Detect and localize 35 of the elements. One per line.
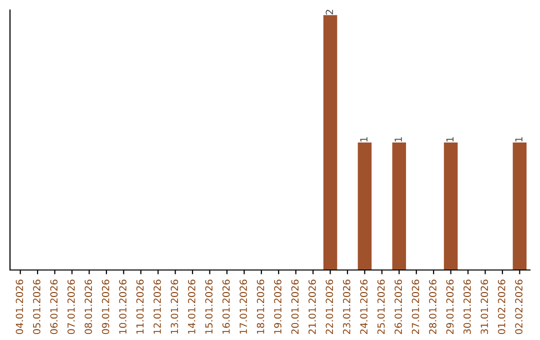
x-tick-label: 01.02.2026: [498, 280, 506, 334]
x-tick-label: 16.01.2026: [222, 280, 230, 334]
x-tick-label: 02.02.2026: [515, 280, 522, 334]
x-tick-label: 14.01.2026: [188, 280, 196, 334]
data-label: 1: [515, 137, 522, 142]
x-tick-label: 26.01.2026: [394, 280, 402, 334]
data-label: 1: [394, 137, 402, 142]
x-tick-label: 10.01.2026: [119, 280, 126, 334]
data-label: 1: [446, 137, 454, 142]
x-tick-label: 25.01.2026: [377, 280, 385, 334]
x-tick-label: 22.01.2026: [326, 280, 334, 334]
x-tick-label: 17.01.2026: [240, 280, 247, 334]
x-tick-label: 28.01.2026: [429, 280, 436, 334]
x-tick-label: 29.01.2026: [446, 280, 454, 334]
x-tick-label: 19.01.2026: [274, 280, 282, 334]
x-tick-label: 15.01.2026: [205, 280, 213, 334]
x-tick-label: 21.01.2026: [308, 280, 316, 334]
x-tick-label: 11.01.2026: [136, 280, 144, 334]
x-tick-label: 09.01.2026: [102, 280, 110, 334]
data-label: 2: [326, 10, 333, 14]
x-tick-label: 24.01.2026: [360, 280, 368, 334]
x-tick-label: 31.01.2026: [480, 280, 488, 334]
x-tick-label: 04.01.2026: [16, 280, 24, 334]
x-tick-label: 08.01.2026: [84, 280, 92, 334]
x-tick-label: 05.01.2026: [33, 280, 40, 334]
x-tick-label: 27.01.2026: [412, 280, 420, 334]
x-tick-label: 13.01.2026: [170, 280, 178, 334]
x-tick-label: 06.01.2026: [50, 280, 58, 334]
x-tick-label: 07.01.2026: [67, 280, 75, 334]
x-tick-label: 23.01.2026: [342, 280, 350, 334]
x-tick-label: 12.01.2026: [154, 280, 161, 334]
data-label: 1: [360, 137, 368, 142]
x-tick-label: 30.01.2026: [463, 280, 471, 334]
x-tick-label: 20.01.2026: [291, 280, 299, 334]
x-tick-label: 18.01.2026: [256, 280, 264, 334]
